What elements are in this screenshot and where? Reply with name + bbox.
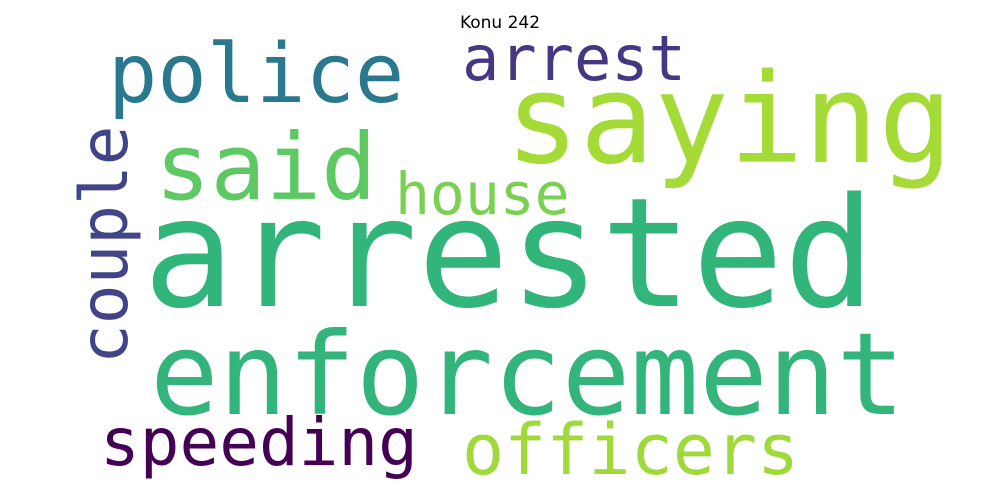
- word-police: police: [108, 27, 405, 122]
- word-speeding: speeding: [100, 404, 418, 481]
- word-said: said: [155, 114, 377, 221]
- word-arrest: arrest: [462, 22, 686, 95]
- word-enforcement: enforcement: [150, 308, 905, 441]
- word-house: house: [395, 160, 570, 228]
- word-couple: couple: [66, 125, 143, 364]
- word-officers: officers: [462, 409, 800, 491]
- word-saying: saying: [505, 48, 953, 192]
- chart-title: Konu 242: [459, 13, 541, 33]
- word-arrested: arrested: [143, 165, 876, 342]
